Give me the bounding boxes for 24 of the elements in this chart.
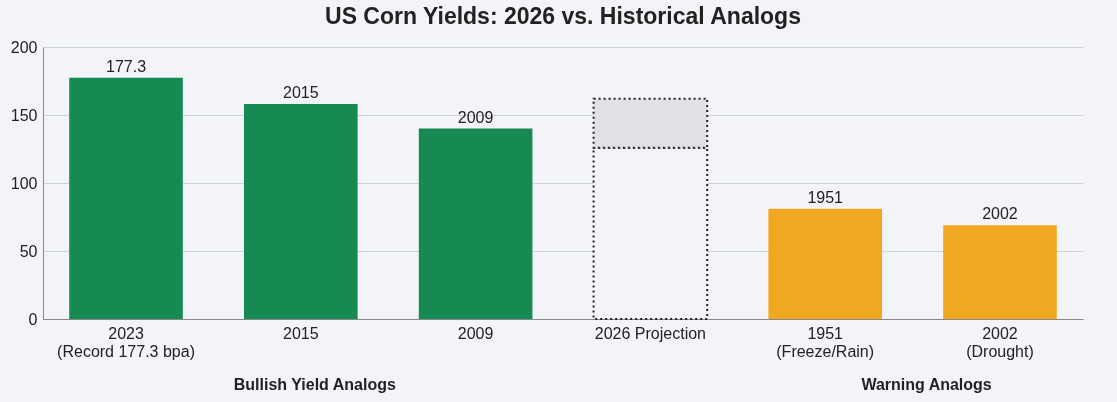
annotation: 177.3 xyxy=(106,57,147,75)
y-tick-label: 200 xyxy=(10,38,38,56)
chart-title: US Corn Yields: 2026 vs. Historical Analogs xyxy=(325,3,801,29)
annotation: 1951 xyxy=(807,188,844,206)
x-tick-label: 1951 (Freeze/Rain) xyxy=(776,324,875,360)
bar xyxy=(418,128,533,319)
y-tick-label: 0 xyxy=(28,310,38,328)
x-tick-label: 2009 xyxy=(457,324,494,342)
text: Warning Analogs xyxy=(860,376,993,394)
y-tick-label: 100 xyxy=(10,174,38,192)
text: Bullish Yield Analogs xyxy=(232,376,397,394)
x-tick-label: 2023 (Record 177.3 bpa) xyxy=(57,324,195,360)
x-tick-label: 2026 Projection xyxy=(594,324,706,342)
annotation: 2002 xyxy=(982,205,1018,223)
bar xyxy=(943,225,1057,319)
bar xyxy=(244,104,358,319)
x-tick-label: 2002 (Drought) xyxy=(966,324,1034,360)
bar xyxy=(69,77,183,319)
bar xyxy=(768,208,882,319)
y-tick-label: 150 xyxy=(10,106,38,124)
annotation: 2015 xyxy=(283,84,319,102)
x-tick-label: 2015 xyxy=(283,324,319,342)
annotation: 2009 xyxy=(457,108,494,126)
y-tick-label: 50 xyxy=(19,242,38,260)
